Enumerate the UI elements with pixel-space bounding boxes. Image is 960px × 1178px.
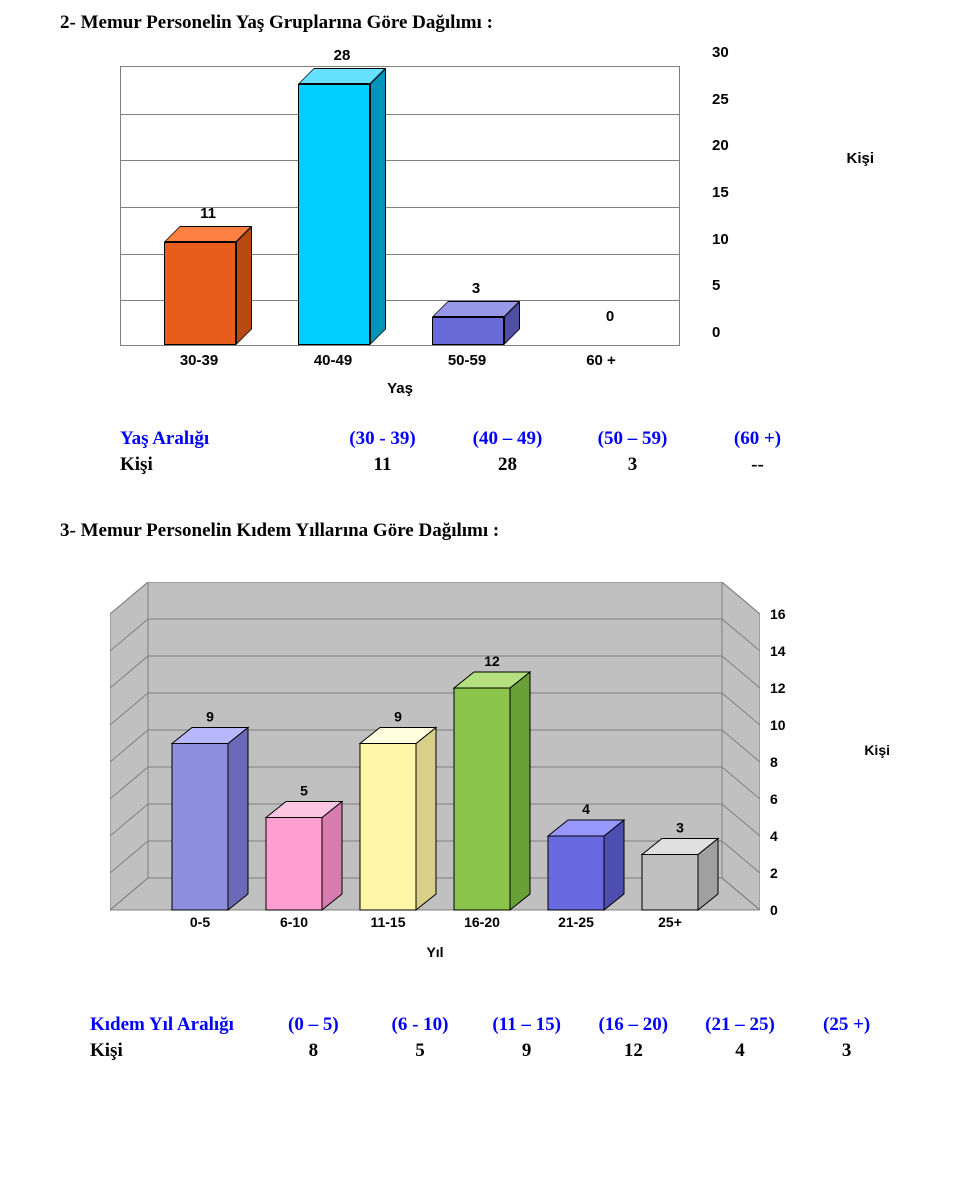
chart1-y-label: 30 bbox=[712, 44, 729, 61]
chart1-x-label: 40-49 bbox=[287, 352, 379, 369]
table1-r2c1: 11 bbox=[320, 454, 445, 476]
chart1-bar-value: 11 bbox=[178, 205, 238, 222]
table1-row2-label: Kişi bbox=[120, 454, 320, 476]
table1-r1c2: (40 – 49) bbox=[445, 428, 570, 450]
chart1-x-label: 60 + bbox=[555, 352, 647, 369]
chart2-bar-value: 5 bbox=[300, 783, 308, 799]
table1-r2c4: -- bbox=[695, 454, 820, 476]
chart2-y-label: 0 bbox=[770, 902, 778, 918]
chart2-bar bbox=[454, 672, 530, 910]
chart1-bar-value: 0 bbox=[580, 308, 640, 325]
chart2-y-label: 12 bbox=[770, 680, 786, 696]
chart2-y-label: 4 bbox=[770, 828, 778, 844]
chart1-y-axis: 051015202530 bbox=[708, 52, 738, 362]
table2-row1-label: Kıdem Yıl Aralığı bbox=[90, 1014, 260, 1036]
table2-r2c4: 12 bbox=[580, 1040, 687, 1062]
chart2-bar bbox=[266, 802, 342, 911]
chart2-y-label: 16 bbox=[770, 606, 786, 622]
table1-r1c4: (60 +) bbox=[695, 428, 820, 450]
chart2-y-label: 6 bbox=[770, 791, 778, 807]
chart1-bar bbox=[298, 84, 370, 345]
table2-r1c6: (25 +) bbox=[793, 1014, 900, 1036]
table2-r2c5: 4 bbox=[687, 1040, 794, 1062]
table2-r2c2: 5 bbox=[367, 1040, 474, 1062]
table2-r2c3: 9 bbox=[473, 1040, 580, 1062]
chart2-y-label: 10 bbox=[770, 717, 786, 733]
chart1-y-label: 15 bbox=[712, 184, 729, 201]
chart1-y-label: 5 bbox=[712, 277, 720, 294]
chart2-x-label: 16-20 bbox=[446, 914, 518, 930]
table2-r1c5: (21 – 25) bbox=[687, 1014, 794, 1036]
chart2-x-label: 0-5 bbox=[164, 914, 236, 930]
table2-r1c2: (6 - 10) bbox=[367, 1014, 474, 1036]
table2-r2c6: 3 bbox=[793, 1040, 900, 1062]
chart1-x-label: 30-39 bbox=[153, 352, 245, 369]
section1-title: 2- Memur Personelin Yaş Gruplarına Göre … bbox=[60, 12, 900, 34]
chart2-x-label: 6-10 bbox=[258, 914, 330, 930]
section2-title: 3- Memur Personelin Kıdem Yıllarına Göre… bbox=[60, 520, 900, 542]
table2-r1c3: (11 – 15) bbox=[473, 1014, 580, 1036]
chart2-bar bbox=[360, 728, 436, 911]
table1-r2c3: 3 bbox=[570, 454, 695, 476]
table1-r1c1: (30 - 39) bbox=[320, 428, 445, 450]
chart1-y-label: 25 bbox=[712, 91, 729, 108]
chart1-plot-area: 112830 bbox=[120, 66, 680, 346]
table1-r2c2: 28 bbox=[445, 454, 570, 476]
chart2-y-label: 8 bbox=[770, 754, 778, 770]
table1-r1c3: (50 – 59) bbox=[570, 428, 695, 450]
chart1-gridline bbox=[121, 160, 679, 161]
table2-r1c1: (0 – 5) bbox=[260, 1014, 367, 1036]
chart1-gridline bbox=[121, 114, 679, 115]
table2-r2c1: 8 bbox=[260, 1040, 367, 1062]
chart2-bar-value: 9 bbox=[394, 709, 402, 725]
chart2-bar-value: 12 bbox=[484, 653, 500, 669]
chart2-bar bbox=[172, 728, 248, 911]
chart2-x-label: 25+ bbox=[634, 914, 706, 930]
chart2-plot-area: 9 5 9 12 4 3 bbox=[110, 582, 760, 926]
table2-row2-label: Kişi bbox=[90, 1040, 260, 1062]
chart1-x-title: Yaş bbox=[120, 380, 680, 397]
chart1-y-label: 10 bbox=[712, 231, 729, 248]
chart2-bar-value: 3 bbox=[676, 820, 684, 836]
chart2-y-label: 2 bbox=[770, 865, 778, 881]
chart1-bar-value: 28 bbox=[312, 47, 372, 64]
table1-row1-label: Yaş Aralığı bbox=[120, 428, 320, 450]
chart2-bar-value: 4 bbox=[582, 801, 590, 817]
chart2-bar bbox=[642, 839, 718, 911]
chart2-background: 9 5 9 12 4 3 bbox=[110, 582, 760, 926]
chart2-x-label: 11-15 bbox=[352, 914, 424, 930]
chart2-bar-value: 9 bbox=[206, 709, 214, 725]
chart1-bar bbox=[432, 317, 504, 345]
table2: Kıdem Yıl Aralığı (0 – 5) (6 - 10) (11 –… bbox=[90, 1014, 900, 1062]
table2-r1c4: (16 – 20) bbox=[580, 1014, 687, 1036]
chart1-y-label: 20 bbox=[712, 137, 729, 154]
chart1-bar bbox=[164, 242, 236, 345]
chart2-y-axis: 0 2 4 6 8 10 12 14 16 bbox=[766, 606, 794, 936]
chart2-y-label: 14 bbox=[770, 643, 786, 659]
chart2-x-label: 21-25 bbox=[540, 914, 612, 930]
chart1-y-label: 0 bbox=[712, 324, 720, 341]
chart1-bar-value: 3 bbox=[446, 280, 506, 297]
table1: Yaş Aralığı (30 - 39) (40 – 49) (50 – 59… bbox=[120, 428, 820, 476]
chart1-side-label: Kişi bbox=[846, 150, 874, 167]
chart1-x-label: 50-59 bbox=[421, 352, 513, 369]
chart1-container: Kişi 112830 051015202530 30-3940-4950-59… bbox=[90, 52, 830, 402]
chart2-container: Kişi 9591243 0246810121416 0-56-1011-151… bbox=[90, 582, 850, 982]
chart2-bar bbox=[548, 820, 624, 910]
chart2-side-label: Kişi bbox=[864, 742, 890, 758]
chart2-x-title: Yıl bbox=[110, 944, 760, 960]
